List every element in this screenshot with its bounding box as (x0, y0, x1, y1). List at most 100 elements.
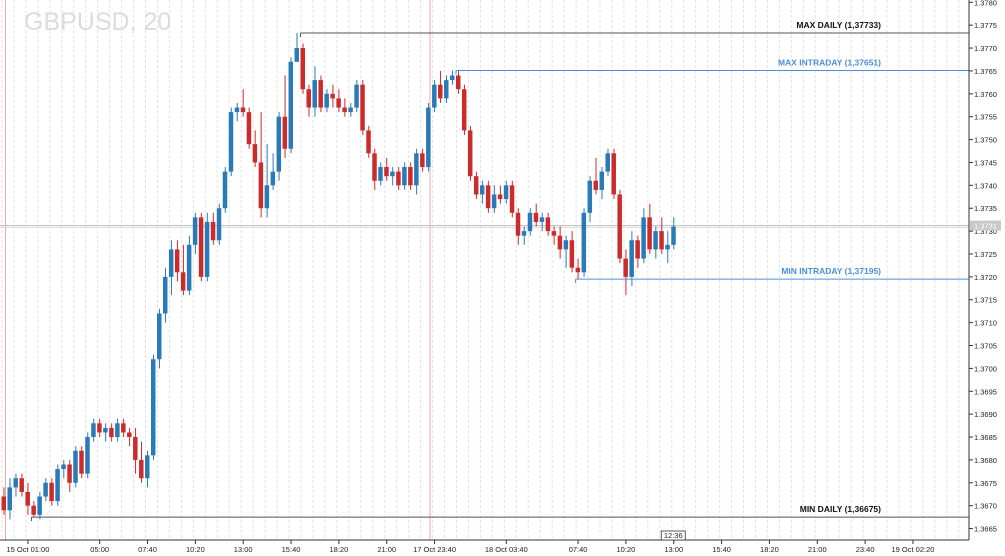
candle (473, 171, 479, 200)
candle-body (414, 153, 419, 186)
x-tick-label: 21:00 (377, 545, 396, 554)
candle (25, 482, 30, 515)
candle (402, 162, 407, 190)
min-intraday-label: MIN INTRADAY (1,37195) (781, 266, 881, 276)
x-tick-label: 15 Oct 01:00 (6, 545, 49, 554)
x-tick-label: 17 Oct 23:40 (413, 545, 456, 554)
y-tick-label: 1.3735 (974, 204, 997, 213)
candle (491, 185, 497, 213)
candle (366, 125, 371, 158)
candle (605, 148, 610, 177)
candle (312, 66, 317, 117)
candle (396, 167, 401, 190)
candle-body (121, 423, 126, 433)
candle-body (330, 93, 335, 99)
candle-body (593, 180, 599, 190)
candle (408, 162, 413, 190)
candle (127, 427, 132, 447)
candle-body (49, 482, 54, 502)
y-tick-label: 1.3710 (974, 319, 997, 328)
candle-body (617, 194, 622, 259)
candle-body (264, 185, 270, 209)
candle-body (246, 112, 252, 145)
candle (635, 235, 640, 268)
y-tick-label: 1.3665 (974, 525, 997, 534)
x-tick-label: 07:40 (138, 545, 157, 554)
candle-body (432, 84, 437, 108)
candle-body (671, 226, 676, 245)
candle (372, 148, 377, 190)
candle-body (503, 185, 509, 200)
candle (246, 107, 252, 149)
candle-body (91, 423, 96, 438)
candle (593, 157, 599, 195)
candle (479, 180, 485, 204)
candle (575, 258, 581, 280)
candle-body (288, 61, 294, 149)
candle (581, 208, 587, 277)
candle (509, 180, 515, 218)
candle (31, 501, 36, 518)
candle-body (61, 464, 66, 470)
candle (151, 354, 156, 460)
candle-body (336, 98, 341, 108)
y-tick-label: 1.3700 (974, 364, 997, 373)
candle-body (408, 167, 413, 186)
candle (97, 418, 102, 438)
y-tick-label: 1.3760 (974, 90, 997, 99)
candle-body (25, 491, 30, 506)
candle-body (438, 84, 443, 99)
candle (659, 217, 664, 254)
candle (228, 107, 234, 177)
candle-body (1, 496, 6, 511)
candle-body (139, 459, 144, 479)
candle-body (455, 75, 461, 90)
candle (204, 212, 210, 282)
candle-body (19, 478, 24, 492)
candle-body (7, 487, 12, 511)
candle-body (73, 450, 78, 483)
candle-body (623, 258, 628, 277)
candle-body (210, 221, 216, 241)
candle-body (151, 359, 156, 456)
candle-body (216, 208, 222, 241)
candle (611, 148, 616, 200)
candle (342, 98, 347, 117)
current-price-label: 1.3731 (974, 222, 997, 231)
candle (563, 235, 569, 268)
candle (432, 80, 437, 113)
candle-body (641, 217, 646, 259)
current-time-label: 12:36 (664, 531, 683, 540)
candle-body (180, 272, 186, 291)
y-tick-label: 1.3775 (974, 21, 997, 30)
candle (455, 70, 461, 94)
candle (545, 212, 551, 236)
candle-body (79, 450, 84, 474)
x-tick-label: 07:40 (569, 545, 588, 554)
candle (390, 167, 395, 186)
candle (671, 217, 676, 250)
candle (37, 491, 42, 520)
candle-body (533, 212, 539, 222)
candle-body (390, 171, 395, 177)
max-intraday-label: MAX INTRADAY (1,37651) (778, 57, 881, 67)
candle-body (13, 478, 18, 488)
candle-body (31, 505, 36, 515)
candle-body (204, 221, 210, 277)
candle-body (145, 455, 150, 479)
candle (264, 144, 270, 218)
candle (587, 176, 593, 222)
candle (180, 244, 186, 296)
candle (49, 478, 54, 506)
y-tick-label: 1.3725 (974, 250, 997, 259)
candle-body (527, 212, 533, 232)
candle (665, 231, 670, 264)
y-tick-label: 1.3670 (974, 502, 997, 511)
candle-body (467, 130, 473, 177)
candle-body (497, 194, 503, 200)
candle (360, 80, 365, 135)
y-tick-label: 1.3720 (974, 273, 997, 282)
candle-body (575, 267, 581, 273)
y-tick-label: 1.3780 (974, 0, 997, 7)
